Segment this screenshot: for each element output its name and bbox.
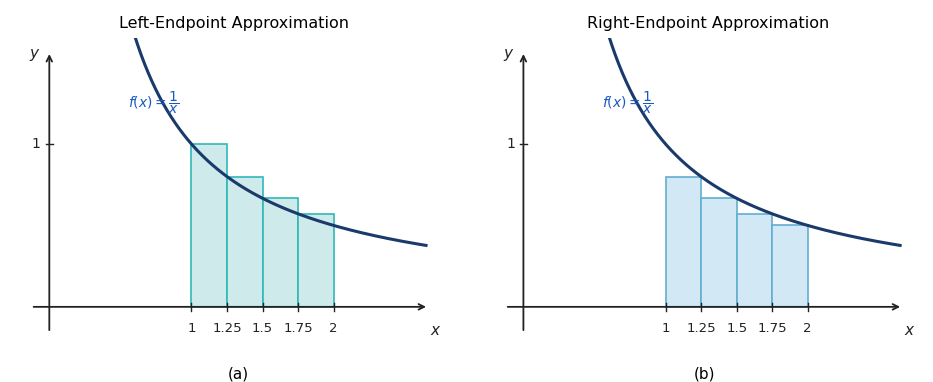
Text: 1.75: 1.75 [758, 322, 787, 335]
Bar [262, 198, 298, 307]
Bar [737, 214, 773, 307]
Text: $f(x) = \dfrac{1}{x}$: $f(x) = \dfrac{1}{x}$ [128, 90, 179, 117]
Text: 2: 2 [329, 322, 338, 335]
Text: 1.25: 1.25 [687, 322, 716, 335]
Text: y: y [29, 46, 38, 62]
Title: Right-Endpoint Approximation: Right-Endpoint Approximation [587, 16, 829, 31]
Text: 2: 2 [803, 322, 812, 335]
Text: 1: 1 [188, 322, 196, 335]
Bar [227, 176, 262, 307]
Text: 1: 1 [32, 137, 41, 151]
Text: x: x [904, 323, 913, 338]
Text: (a): (a) [228, 366, 248, 381]
Text: 1.75: 1.75 [284, 322, 313, 335]
Bar [773, 225, 808, 307]
Bar [298, 214, 334, 307]
Text: 1: 1 [661, 322, 670, 335]
Text: 1.5: 1.5 [252, 322, 273, 335]
Bar [665, 176, 701, 307]
Text: x: x [430, 323, 439, 338]
Text: 1.25: 1.25 [212, 322, 242, 335]
Text: $f(x) = \dfrac{1}{x}$: $f(x) = \dfrac{1}{x}$ [602, 90, 653, 117]
Text: y: y [503, 46, 512, 62]
Bar [701, 198, 737, 307]
Title: Left-Endpoint Approximation: Left-Endpoint Approximation [119, 16, 349, 31]
Text: 1.5: 1.5 [726, 322, 747, 335]
Text: (b): (b) [693, 366, 716, 381]
Text: 1: 1 [506, 137, 515, 151]
Bar [191, 144, 227, 307]
